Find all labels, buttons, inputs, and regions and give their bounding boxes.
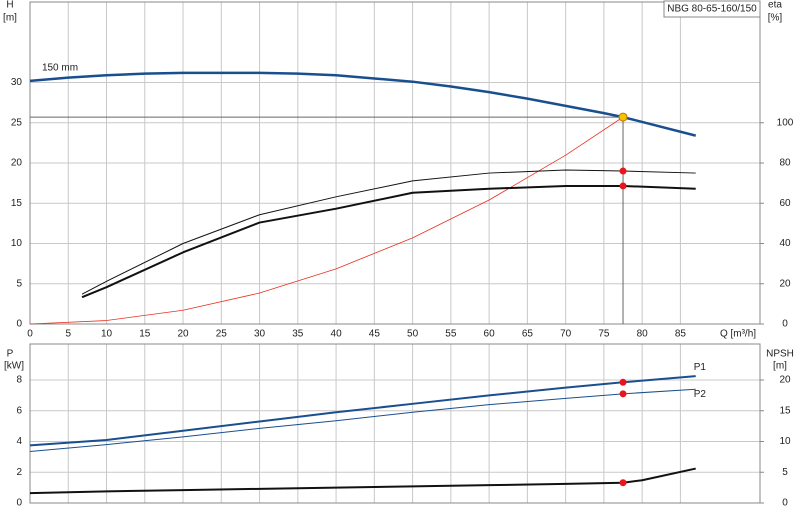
y2-tick-label: 40	[779, 238, 791, 249]
x-tick-label: 20	[177, 329, 189, 340]
y2-tick-label: 15	[779, 405, 791, 416]
series-line	[29, 388, 696, 452]
y2-tick-label: 100	[777, 117, 794, 128]
y2-tick-label: 5	[782, 467, 788, 478]
x-tick-label: 30	[254, 329, 266, 340]
y-tick-label: 0	[16, 319, 22, 330]
x-tick-label: 70	[560, 329, 572, 340]
x-tick-label: 25	[216, 329, 228, 340]
x-tick-label: 60	[484, 329, 496, 340]
y2-axis-label: NPSH	[766, 349, 794, 360]
series-label: 150 mm	[42, 63, 78, 74]
plot-frame	[29, 343, 761, 504]
series-line	[29, 71, 697, 137]
point-marker	[619, 390, 627, 398]
y-tick-label: 30	[11, 77, 23, 88]
y2-tick-label: 0	[782, 319, 788, 330]
x-tick-label: 10	[101, 329, 113, 340]
x-tick-label: 55	[445, 329, 457, 340]
series-line	[29, 467, 696, 495]
point-marker	[619, 167, 627, 175]
series-line	[81, 184, 696, 299]
y-axis-unit: [kW]	[4, 361, 24, 372]
x-axis-label: Q [m³/h]	[720, 329, 756, 340]
y-tick-label: 8	[16, 375, 22, 386]
x-tick-label: 85	[675, 329, 687, 340]
point-marker	[619, 182, 627, 190]
y-tick-label: 15	[11, 198, 23, 209]
y-tick-label: 2	[16, 467, 22, 478]
chart-title: NBG 80-65-160/150	[667, 4, 757, 15]
y2-axis-unit: [m]	[773, 361, 787, 372]
y2-tick-label: 20	[779, 278, 791, 289]
y2-tick-label: 60	[779, 198, 791, 209]
y-tick-label: 6	[16, 405, 22, 416]
x-tick-label: 75	[598, 329, 610, 340]
y-axis-label: P	[7, 349, 14, 360]
y-tick-label: 10	[11, 238, 23, 249]
y2-axis-label: eta	[768, 0, 782, 11]
y-axis-label: H	[6, 0, 13, 11]
y2-tick-label: 20	[779, 375, 791, 386]
x-tick-label: 0	[27, 329, 33, 340]
plot-frame	[29, 1, 761, 325]
series-line	[29, 116, 624, 325]
y-axis-unit: [m]	[3, 13, 17, 24]
x-tick-label: 50	[407, 329, 419, 340]
x-tick-label: 40	[331, 329, 343, 340]
y-tick-label: 25	[11, 117, 23, 128]
x-tick-label: 5	[65, 329, 71, 340]
series-label: P2	[694, 389, 707, 400]
y2-tick-label: 80	[779, 158, 791, 169]
series-line	[81, 169, 696, 295]
operating-point	[618, 112, 628, 122]
y2-tick-label: 0	[782, 498, 788, 509]
y-tick-label: 0	[16, 498, 22, 509]
y2-tick-label: 10	[779, 436, 791, 447]
point-marker	[619, 479, 627, 487]
y-tick-label: 20	[11, 158, 23, 169]
point-marker	[619, 378, 627, 386]
x-tick-label: 35	[292, 329, 304, 340]
x-tick-label: 45	[369, 329, 381, 340]
series-label: P1	[694, 362, 707, 373]
y-tick-label: 5	[16, 278, 22, 289]
x-tick-label: 80	[637, 329, 649, 340]
y2-axis-unit: [%]	[768, 13, 783, 24]
series-line	[29, 375, 696, 447]
title-box	[663, 0, 761, 18]
y-tick-label: 4	[16, 436, 22, 447]
x-tick-label: 65	[522, 329, 534, 340]
x-tick-label: 15	[139, 329, 151, 340]
